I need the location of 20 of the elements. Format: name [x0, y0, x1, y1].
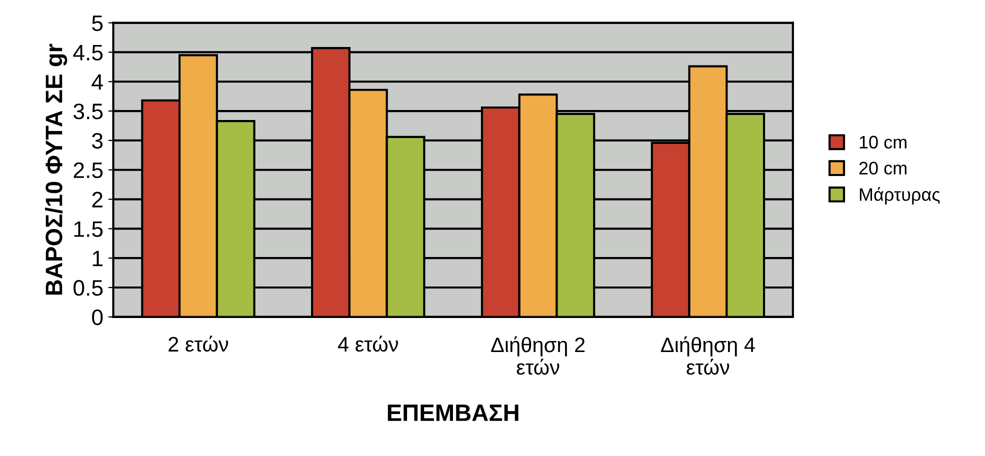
legend-label: 20 cm	[859, 162, 906, 175]
y-axis-title: ΒΑΡΟΣ/10 ΦΥΤΑ ΣΕ gr	[44, 44, 68, 295]
y-tick-label: 0	[92, 309, 103, 326]
x-tick-label: 4 ετών	[338, 336, 398, 352]
y-tick-label: 1	[92, 250, 102, 266]
x-axis-title: ΕΠΕΜΒΑΣΗ	[388, 404, 518, 421]
x-tick-label: Διήθηση 2 ετών	[491, 336, 585, 375]
y-tick-label: 2	[92, 192, 102, 208]
y-tick-label: 0.5	[74, 280, 103, 296]
y-tick-label: 4.5	[73, 44, 103, 60]
y-tick-label: 1.5	[74, 221, 103, 237]
x-tick-label: 2 ετών	[168, 336, 228, 352]
x-tick-label: Διήθηση 4 ετών	[661, 336, 755, 375]
y-tick-label: 4	[92, 74, 103, 90]
y-tick-label: 3	[92, 132, 103, 149]
y-tick-label: 5	[92, 16, 103, 32]
legend-label: Μάρτυρας	[860, 187, 940, 204]
y-tick-label: 2.5	[74, 162, 103, 178]
legend-label: 10 cm	[860, 136, 906, 149]
y-tick-label: 3.5	[74, 104, 103, 120]
